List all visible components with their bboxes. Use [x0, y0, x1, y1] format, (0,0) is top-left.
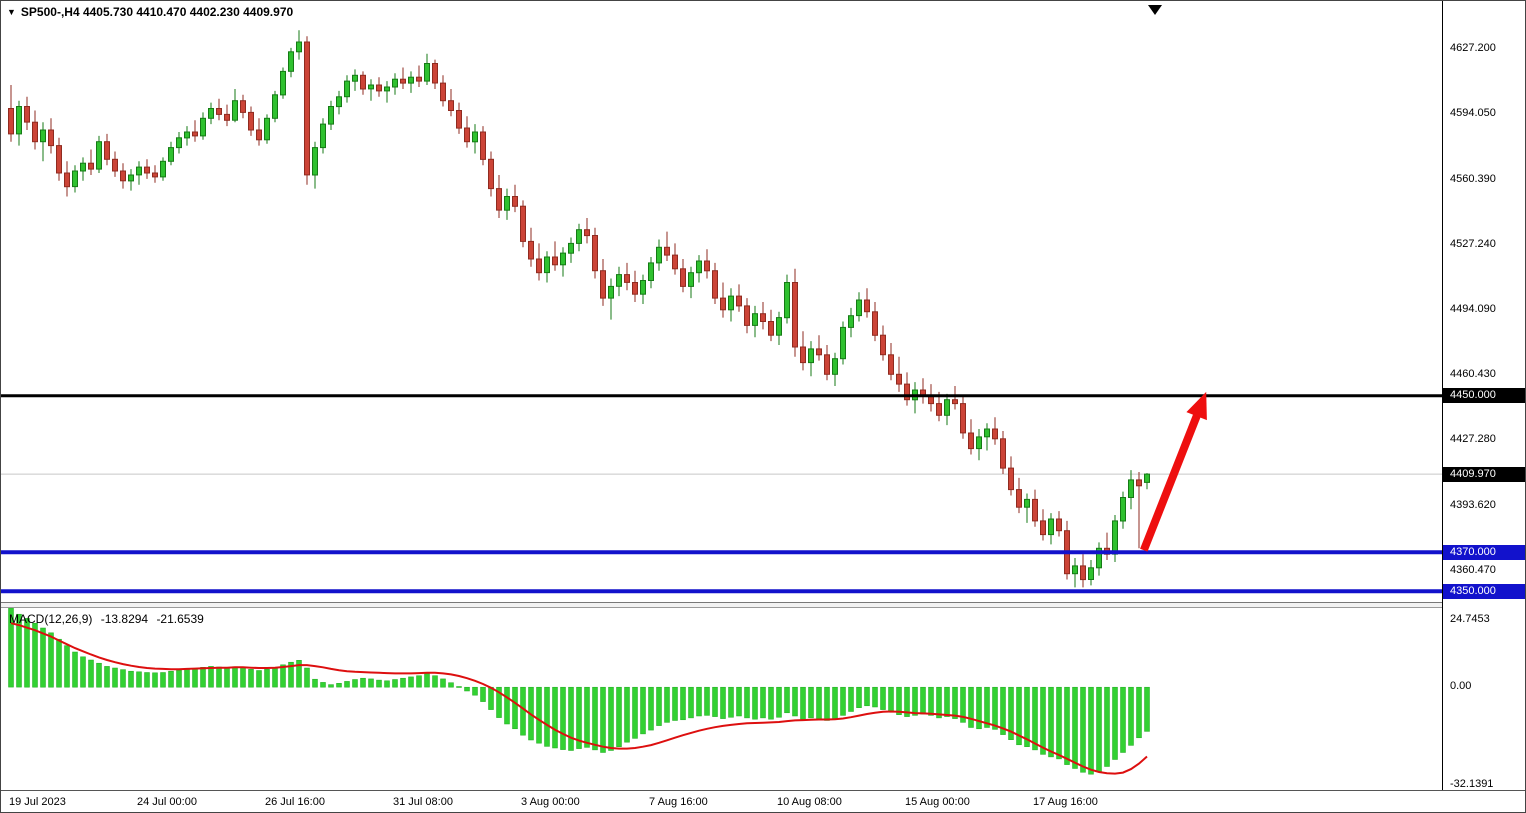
time-axis-tick: 19 Jul 2023	[9, 796, 66, 808]
price-axis-tick: 4494.090	[1450, 303, 1496, 315]
time-axis-tick: 31 Jul 08:00	[393, 796, 453, 808]
time-axis-separator	[1, 790, 1525, 791]
macd-axis-tick: 0.00	[1450, 680, 1472, 692]
symbol-dropdown-icon[interactable]: ▼	[7, 6, 16, 17]
panel-splitter[interactable]	[1, 602, 1442, 608]
price-axis-tick: 4393.620	[1450, 499, 1496, 511]
chart-header: ▼ SP500-,H4 4405.730 4410.470 4402.230 4…	[7, 5, 293, 19]
price-tag: 4350.000	[1443, 584, 1525, 599]
time-axis-tick: 7 Aug 16:00	[649, 796, 708, 808]
time-axis-tick: 17 Aug 16:00	[1033, 796, 1098, 808]
price-tag: 4409.970	[1443, 467, 1525, 482]
macd-title: MACD(12,26,9)	[9, 612, 93, 626]
price-axis-tick: 4460.430	[1450, 368, 1496, 380]
macd-indicator-label: MACD(12,26,9) -13.8294 -21.6539	[9, 612, 209, 626]
price-axis-separator	[1442, 1, 1443, 790]
price-axis-tick: 4360.470	[1450, 564, 1496, 576]
price-chart-canvas[interactable]	[1, 1, 1442, 603]
price-tag: 4450.000	[1443, 388, 1525, 403]
price-axis-tick: 4627.200	[1450, 42, 1496, 54]
time-axis-tick: 26 Jul 16:00	[265, 796, 325, 808]
time-axis-tick: 3 Aug 00:00	[521, 796, 580, 808]
macd-panel-canvas[interactable]	[1, 608, 1442, 790]
price-axis-tick: 4527.240	[1450, 238, 1496, 250]
time-axis-tick: 24 Jul 00:00	[137, 796, 197, 808]
time-axis-tick: 10 Aug 08:00	[777, 796, 842, 808]
macd-axis-tick: -32.1391	[1450, 778, 1494, 790]
macd-signal-value: -21.6539	[156, 612, 204, 626]
price-axis-tick: 4594.050	[1450, 107, 1496, 119]
time-axis-tick: 15 Aug 00:00	[905, 796, 970, 808]
macd-main-value: -13.8294	[100, 612, 149, 626]
price-tag: 4370.000	[1443, 545, 1525, 560]
chart-ohlc-title: SP500-,H4 4405.730 4410.470 4402.230 440…	[20, 5, 294, 19]
macd-axis-tick: 24.7453	[1450, 613, 1490, 625]
chart-shift-marker-icon[interactable]	[1147, 4, 1165, 16]
price-axis-tick: 4427.280	[1450, 433, 1496, 445]
price-axis-tick: 4560.390	[1450, 173, 1496, 185]
